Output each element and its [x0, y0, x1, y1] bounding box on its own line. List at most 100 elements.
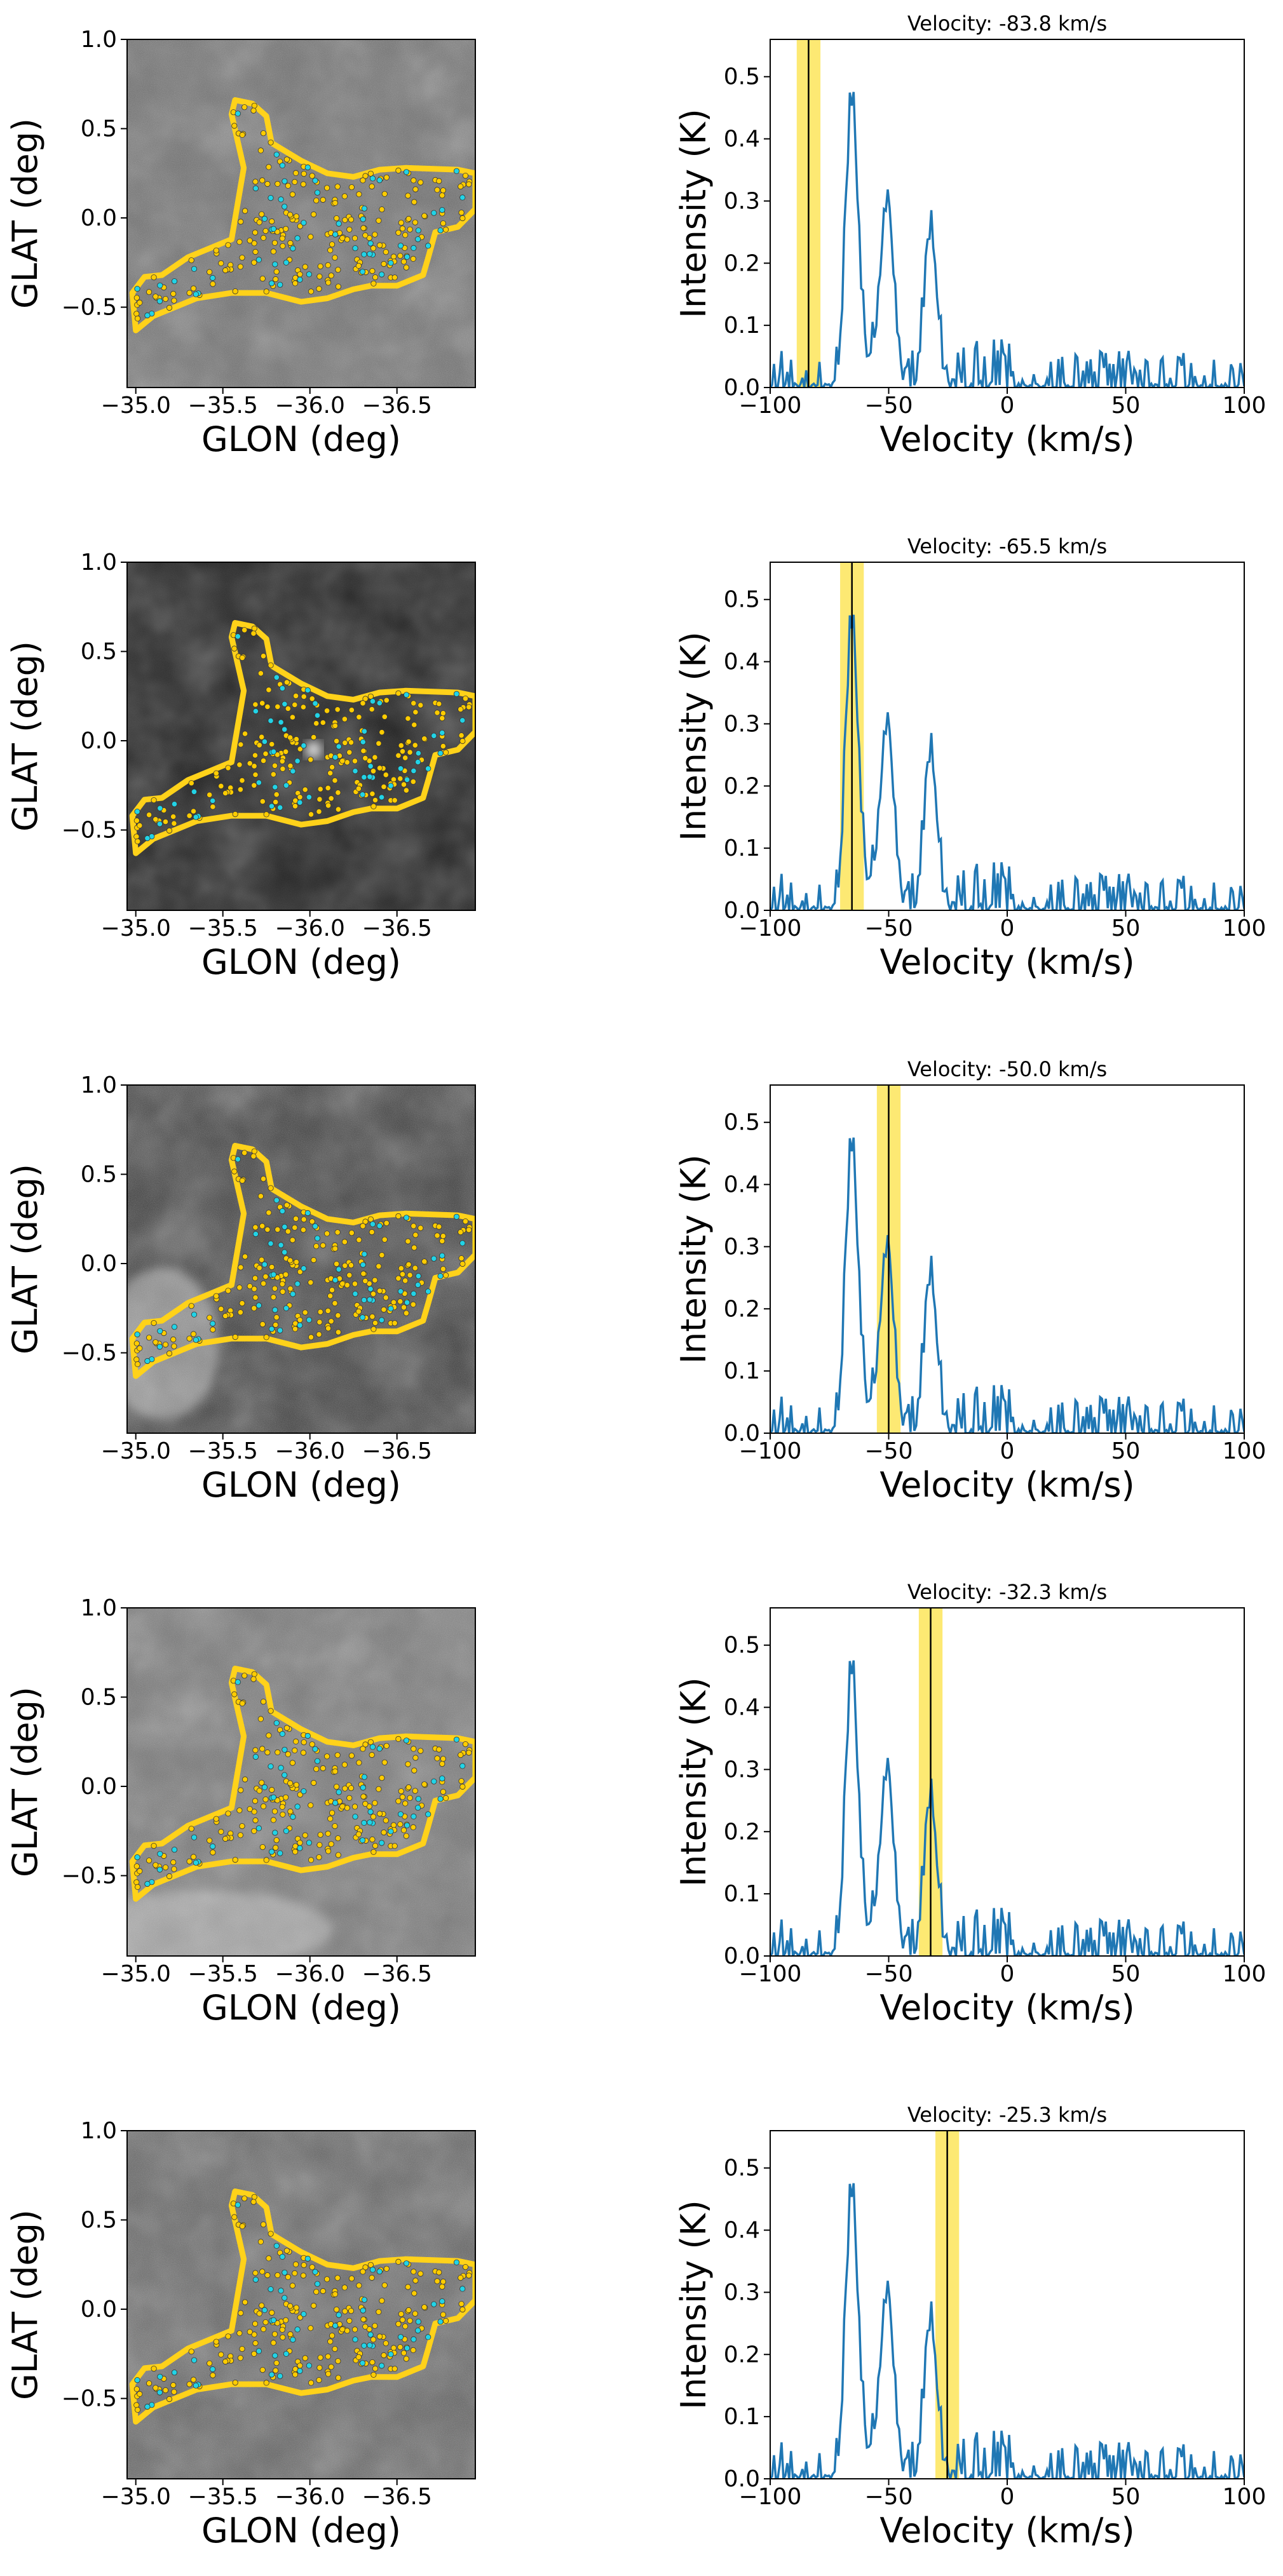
source-yellow — [370, 2337, 377, 2343]
source-yellow — [239, 1300, 245, 1307]
source-cyan — [439, 2298, 445, 2305]
source-cyan — [361, 1774, 368, 1780]
source-yellow — [360, 177, 366, 184]
source-yellow — [232, 2380, 238, 2386]
source-yellow — [367, 2262, 374, 2268]
source-cyan — [282, 2295, 288, 2301]
source-cyan — [301, 220, 307, 226]
source-yellow — [332, 199, 339, 206]
source-cyan — [234, 1679, 241, 1685]
source-yellow — [263, 1857, 269, 1863]
source-cyan — [255, 1825, 262, 1831]
source-cyan — [144, 1358, 151, 1365]
source-yellow — [316, 796, 323, 802]
source-cyan — [459, 194, 466, 201]
source-yellow — [239, 654, 245, 661]
source-cyan — [157, 2373, 163, 2380]
source-yellow — [151, 2366, 157, 2372]
source-cyan — [255, 257, 262, 263]
source-yellow — [383, 1817, 389, 1824]
source-cyan — [352, 768, 358, 774]
source-yellow — [360, 1271, 367, 1277]
source-yellow — [348, 739, 355, 746]
source-yellow — [171, 1343, 177, 1349]
source-yellow — [166, 2396, 173, 2403]
source-yellow — [213, 2338, 219, 2345]
x-tick-label: 100 — [1223, 393, 1266, 419]
source-yellow — [135, 838, 141, 845]
x-tick-label: −35.5 — [188, 2484, 258, 2510]
source-yellow — [395, 167, 402, 173]
source-yellow — [137, 1868, 143, 1874]
source-yellow — [395, 1275, 402, 1281]
source-yellow — [355, 1831, 362, 1837]
source-yellow — [346, 226, 353, 233]
y-tick-label: 1.0 — [81, 27, 117, 53]
source-yellow — [313, 198, 320, 204]
source-yellow — [273, 2360, 280, 2366]
source-yellow — [263, 1334, 269, 1340]
source-yellow — [310, 1257, 317, 1264]
source-yellow — [259, 2302, 265, 2309]
source-yellow — [411, 1767, 417, 1774]
source-yellow — [370, 1291, 377, 1297]
source-cyan — [210, 1843, 216, 1850]
source-cyan — [359, 269, 366, 275]
source-yellow — [332, 722, 339, 729]
source-cyan — [272, 2352, 278, 2359]
source-yellow — [153, 816, 159, 823]
source-yellow — [264, 1749, 271, 1756]
source-cyan — [255, 2348, 262, 2354]
source-yellow — [225, 242, 231, 248]
source-cyan — [306, 2363, 312, 2369]
x-tick-label: −36.5 — [362, 1961, 432, 1987]
source-yellow — [327, 1293, 334, 1299]
source-yellow — [379, 729, 385, 736]
source-yellow — [287, 762, 294, 769]
x-tick-label: 0 — [1000, 1961, 1015, 1987]
source-cyan — [359, 792, 366, 798]
source-cyan — [193, 1337, 199, 1343]
source-cyan — [367, 2342, 373, 2349]
source-yellow — [395, 2321, 402, 2327]
source-yellow — [283, 2317, 289, 2323]
spectrum-title: Velocity: -25.3 km/s — [907, 2103, 1107, 2127]
spectrum-panel-4: −100 −50 0 50 100 0.0 0.1 0.2 0.3 0.4 0.5 Velocity:… — [674, 1580, 1266, 2028]
source-yellow — [275, 2272, 281, 2278]
source-cyan — [134, 809, 140, 815]
source-yellow — [342, 1262, 348, 1269]
source-yellow — [222, 267, 229, 274]
x-tick-label: 0 — [1000, 1438, 1015, 1464]
source-yellow — [170, 1336, 177, 1343]
source-yellow — [252, 1798, 259, 1804]
source-yellow — [442, 1272, 449, 1279]
source-yellow — [151, 1843, 157, 1849]
source-cyan — [268, 280, 275, 287]
y-tick-label: −0.5 — [62, 295, 117, 321]
source-yellow — [262, 1274, 269, 1280]
source-cyan — [403, 2260, 410, 2267]
source-yellow — [297, 1791, 303, 1798]
source-cyan — [134, 1854, 140, 1861]
source-yellow — [369, 267, 376, 274]
source-yellow — [166, 827, 173, 834]
source-yellow — [250, 1153, 257, 1159]
spectrum-title: Velocity: -83.8 km/s — [907, 11, 1107, 36]
source-cyan — [437, 227, 444, 234]
source-cyan — [234, 1156, 241, 1163]
source-cyan — [191, 788, 198, 795]
source-cyan — [282, 701, 288, 707]
y-axis-label: GLAT (deg) — [5, 1687, 45, 1877]
source-yellow — [297, 1840, 303, 1846]
source-cyan — [304, 687, 311, 694]
source-yellow — [260, 2222, 267, 2228]
x-axis-label: GLON (deg) — [201, 1988, 401, 2028]
source-yellow — [218, 260, 224, 266]
source-yellow — [325, 1307, 331, 1314]
source-cyan — [378, 794, 385, 800]
source-cyan — [312, 1223, 318, 1229]
source-cyan — [282, 2269, 288, 2276]
source-cyan — [268, 718, 274, 724]
source-yellow — [188, 1303, 194, 1309]
source-yellow — [395, 1213, 402, 1220]
